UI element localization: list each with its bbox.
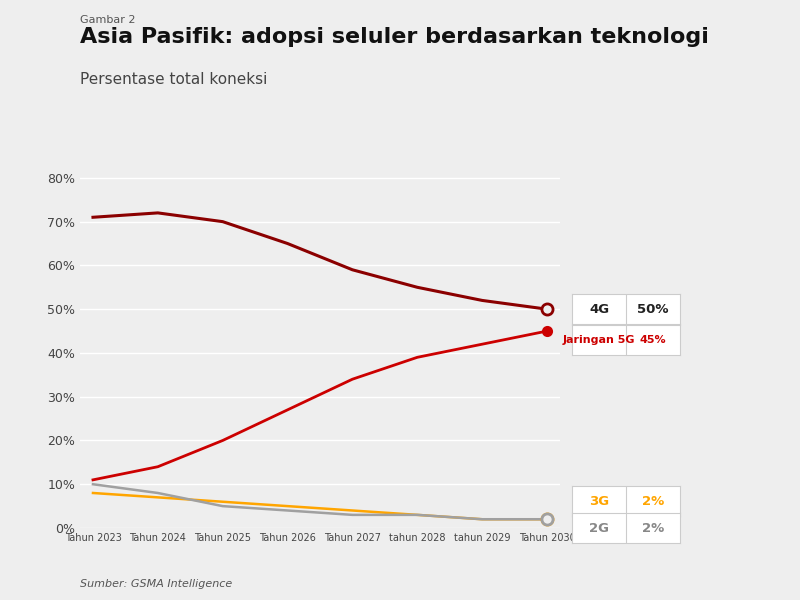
Text: 2G: 2G xyxy=(589,522,609,535)
Text: Sumber: GSMA Intelligence: Sumber: GSMA Intelligence xyxy=(80,579,232,589)
Text: 3G: 3G xyxy=(589,495,609,508)
Text: Gambar 2: Gambar 2 xyxy=(80,15,135,25)
Text: 45%: 45% xyxy=(640,335,666,345)
Text: 4G: 4G xyxy=(589,302,609,316)
Text: Persentase total koneksi: Persentase total koneksi xyxy=(80,72,267,87)
Text: Jaringan 5G: Jaringan 5G xyxy=(562,335,635,345)
Text: Asia Pasifik: adopsi seluler berdasarkan teknologi: Asia Pasifik: adopsi seluler berdasarkan… xyxy=(80,27,709,47)
Text: 50%: 50% xyxy=(638,302,669,316)
Text: 2%: 2% xyxy=(642,522,664,535)
Text: 2%: 2% xyxy=(642,495,664,508)
